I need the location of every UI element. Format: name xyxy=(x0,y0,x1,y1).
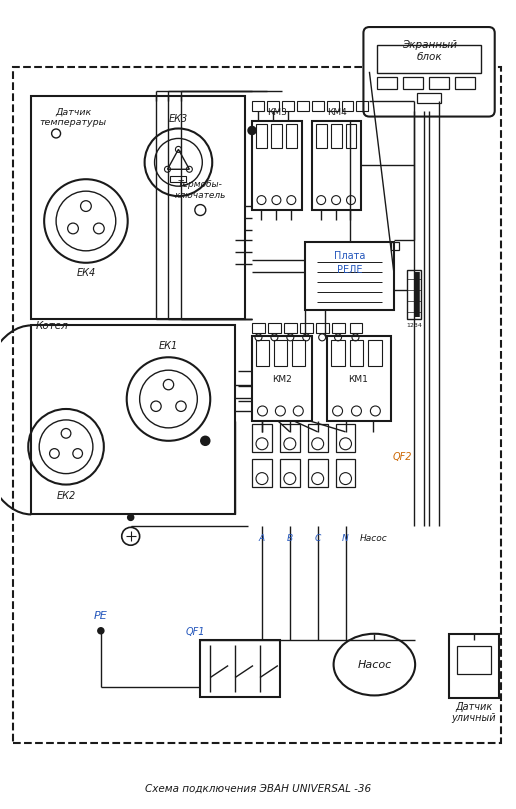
Circle shape xyxy=(98,628,104,633)
Bar xyxy=(256,341,269,366)
Circle shape xyxy=(201,436,210,445)
Bar xyxy=(327,337,391,421)
Bar xyxy=(455,77,475,89)
Bar xyxy=(308,424,328,451)
Bar xyxy=(300,324,313,333)
Bar xyxy=(305,242,394,310)
Circle shape xyxy=(248,126,256,134)
Bar xyxy=(312,100,324,111)
FancyBboxPatch shape xyxy=(363,27,495,116)
Bar xyxy=(377,45,481,73)
Bar xyxy=(286,124,297,148)
Circle shape xyxy=(127,515,134,520)
Bar xyxy=(349,341,363,366)
Text: 1234: 1234 xyxy=(406,323,422,328)
Bar xyxy=(417,93,441,103)
Text: PE: PE xyxy=(94,611,108,621)
Bar xyxy=(327,100,338,111)
Text: КМ1: КМ1 xyxy=(348,375,368,383)
Bar xyxy=(368,341,382,366)
Bar xyxy=(403,77,423,89)
Bar xyxy=(342,100,353,111)
Bar xyxy=(252,100,264,111)
Bar xyxy=(316,324,329,333)
Text: A: A xyxy=(259,534,265,543)
Bar xyxy=(308,459,328,486)
Text: ЕК4: ЕК4 xyxy=(76,268,95,277)
Bar xyxy=(357,100,368,111)
Bar xyxy=(316,124,327,148)
Bar xyxy=(346,124,357,148)
Text: QF2: QF2 xyxy=(392,451,412,462)
Bar xyxy=(200,640,280,697)
Text: C: C xyxy=(315,534,321,543)
Text: ЕК2: ЕК2 xyxy=(56,490,76,501)
Bar xyxy=(31,325,235,515)
Bar xyxy=(331,341,345,366)
Bar xyxy=(335,459,356,486)
Text: Датчик
температуры: Датчик температуры xyxy=(39,108,107,127)
Text: B: B xyxy=(287,534,293,543)
Bar xyxy=(391,242,399,250)
Bar xyxy=(349,324,362,333)
Bar xyxy=(292,341,305,366)
Bar xyxy=(335,424,356,451)
Text: N: N xyxy=(342,534,349,543)
Bar xyxy=(31,95,245,320)
Bar xyxy=(268,324,281,333)
Text: Датчик
уличный: Датчик уличный xyxy=(452,701,496,723)
Bar xyxy=(13,67,501,743)
Bar xyxy=(280,424,300,451)
Ellipse shape xyxy=(333,633,415,696)
Text: Термобы-
ключатель: Термобы- ключатель xyxy=(174,180,226,200)
Text: ЕК3: ЕК3 xyxy=(169,113,188,124)
Bar xyxy=(252,324,265,333)
Text: Насос: Насос xyxy=(357,659,392,670)
Text: Котел: Котел xyxy=(36,321,69,332)
Text: ЕК1: ЕК1 xyxy=(159,341,178,351)
Bar xyxy=(271,124,282,148)
Bar xyxy=(284,324,297,333)
Bar xyxy=(429,77,449,89)
Bar xyxy=(407,269,421,320)
Text: QF1: QF1 xyxy=(186,627,205,637)
Text: КМ3: КМ3 xyxy=(267,108,287,117)
Bar xyxy=(252,337,312,421)
Text: Плата: Плата xyxy=(334,251,365,260)
Bar xyxy=(252,121,302,210)
Text: КМ4: КМ4 xyxy=(327,108,346,117)
Bar xyxy=(282,100,294,111)
Bar xyxy=(280,459,300,486)
Text: КМ2: КМ2 xyxy=(272,375,292,383)
Bar xyxy=(252,459,272,486)
Bar xyxy=(457,646,491,674)
Bar xyxy=(256,124,267,148)
Bar xyxy=(332,324,345,333)
Bar xyxy=(377,77,397,89)
Bar xyxy=(252,424,272,451)
Text: Насос: Насос xyxy=(360,534,387,543)
Bar xyxy=(274,341,287,366)
Bar xyxy=(297,100,309,111)
Bar xyxy=(267,100,279,111)
Text: Экранный
блок: Экранный блок xyxy=(401,40,457,61)
Bar xyxy=(312,121,361,210)
Text: Схема подключения ЭВАН UNIVERSAL -36: Схема подключения ЭВАН UNIVERSAL -36 xyxy=(145,784,371,794)
Text: РЕЛЕ: РЕЛЕ xyxy=(337,265,362,275)
Bar xyxy=(331,124,342,148)
Bar xyxy=(170,176,186,182)
Bar xyxy=(449,633,498,698)
